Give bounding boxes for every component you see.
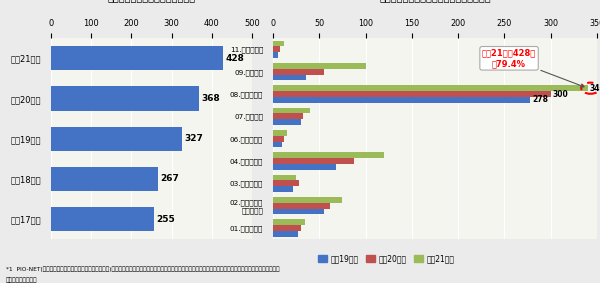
Bar: [273, 113, 302, 119]
Bar: [273, 231, 298, 237]
Bar: [273, 108, 310, 113]
Bar: [273, 175, 296, 181]
Bar: [273, 225, 301, 231]
Bar: [273, 186, 293, 192]
Bar: [51, 127, 182, 151]
Bar: [273, 75, 307, 80]
Bar: [273, 164, 336, 170]
Legend: 平成19年度, 平成20年度, 平成21年度: 平成19年度, 平成20年度, 平成21年度: [315, 251, 458, 266]
Text: 368: 368: [202, 94, 220, 103]
Bar: [273, 197, 343, 203]
Bar: [273, 136, 284, 142]
Text: 428: 428: [226, 54, 244, 63]
Bar: [273, 85, 588, 91]
Bar: [273, 203, 331, 209]
Bar: [273, 97, 530, 103]
Bar: [51, 86, 199, 111]
Text: *1  PIO-NET(全国消費生活情報ネットワーク・システム)より出力。「有料老人ホーム」には老人福祉法に定める「有料老人ホーム」及び同様のサービスを行う高齢: *1 PIO-NET(全国消費生活情報ネットワーク・システム)より出力。「有料老…: [6, 266, 280, 272]
Bar: [51, 46, 223, 70]
Bar: [273, 152, 384, 158]
Bar: [273, 41, 284, 46]
Text: 327: 327: [185, 134, 204, 143]
Text: 278: 278: [532, 95, 548, 104]
Bar: [273, 130, 287, 136]
Bar: [51, 207, 154, 231]
Bar: [273, 119, 301, 125]
Text: 平成21年度428件
の79.4%: 平成21年度428件 の79.4%: [482, 49, 584, 87]
Text: 255: 255: [156, 215, 175, 224]
Bar: [273, 158, 355, 164]
Text: 者分譲住宅を含む。: 者分譲住宅を含む。: [6, 277, 37, 283]
Bar: [273, 181, 299, 186]
Bar: [273, 219, 305, 225]
Bar: [273, 63, 365, 69]
Title: 有料老人ホームに関する相談件数: 有料老人ホームに関する相談件数: [107, 0, 196, 2]
Bar: [273, 46, 280, 52]
Bar: [273, 69, 324, 75]
Text: 300: 300: [553, 89, 568, 98]
Bar: [273, 52, 278, 58]
Bar: [273, 91, 551, 97]
Title: 有料老人ホームに関する相談：内容別分類: 有料老人ホームに関する相談：内容別分類: [379, 0, 491, 2]
Text: 340: 340: [590, 84, 600, 93]
Bar: [273, 142, 282, 147]
Bar: [51, 167, 158, 191]
Text: 267: 267: [161, 174, 179, 183]
Bar: [273, 209, 324, 214]
